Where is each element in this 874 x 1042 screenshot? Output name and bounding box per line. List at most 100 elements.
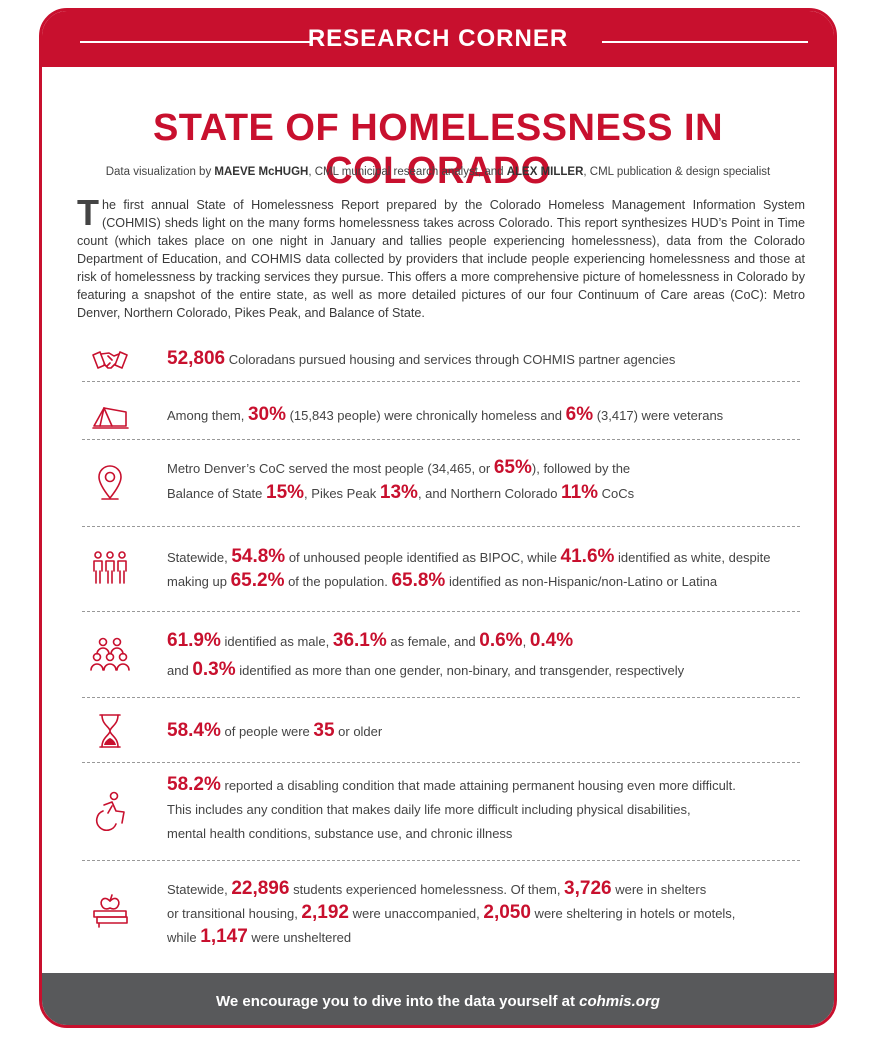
stat-label: identified as male, (220, 634, 333, 649)
stat-label: of the population. (284, 574, 392, 589)
footer-text: We encourage you to dive into the data y… (42, 993, 834, 1010)
divider (82, 526, 800, 527)
header-rule-left (80, 41, 312, 43)
stat-text: mental health conditions, substance use,… (167, 826, 513, 841)
credit-prefix: Data visualization by (105, 166, 215, 178)
stat-number: 22,896 (231, 878, 290, 899)
stat-label: were sheltering in hotels or motels, (530, 906, 736, 921)
stat-label: , and Northern Colorado (417, 486, 562, 501)
stat-label: or older (334, 724, 383, 739)
stat-label: identified as more than one gender, non-… (235, 663, 685, 678)
stat-label: making up (167, 574, 231, 589)
stat-label: Balance of State (167, 486, 267, 501)
stat-label: of people were (220, 724, 314, 739)
stat-text: 61.9% identified as male, 36.1% as femal… (167, 629, 573, 653)
stat-number: 0.6% (479, 630, 523, 651)
stat-label: reported a disabling condition that made… (220, 778, 736, 793)
credit-middle: , CML municipal research analyst, and (308, 166, 507, 178)
stat-label: Among them, (167, 408, 248, 423)
handshake-icon (92, 351, 128, 369)
stat-number: 52,806 (167, 348, 226, 369)
stat-text: 52,806 Coloradans pursued housing and se… (167, 347, 675, 371)
stat-text: Balance of State 15%, Pikes Peak 13%, an… (167, 481, 634, 505)
credit-author-1: MAEVE McHUGH (214, 166, 309, 178)
divider (82, 762, 800, 763)
stat-text: 58.2% reported a disabling condition tha… (167, 773, 736, 797)
stat-label: Statewide, (167, 550, 232, 565)
stat-text: 58.4% of people were 35 or older (167, 719, 382, 743)
stat-text: making up 65.2% of the population. 65.8%… (167, 569, 717, 593)
stat-label: Statewide, (167, 882, 232, 897)
divider (82, 860, 800, 861)
stat-number: 11% (561, 482, 599, 503)
stat-text: This includes any condition that makes d… (167, 802, 691, 817)
stat-number: 1,147 (200, 926, 248, 947)
stat-label: CoCs (598, 486, 635, 501)
footer-label: We encourage you to dive into the data y… (216, 993, 580, 1010)
divider (82, 611, 800, 612)
stat-number: 3,726 (564, 878, 612, 899)
stat-label: (3,417) were veterans (593, 408, 724, 423)
stat-number: 65% (493, 457, 532, 478)
stat-text: or transitional housing, 2,192 were unac… (167, 901, 735, 925)
gender-group-icon (90, 637, 130, 671)
stat-number: 6% (565, 404, 594, 425)
accessibility-icon (95, 791, 125, 831)
stat-label: Coloradans pursued housing and services … (225, 352, 676, 367)
stat-label: were unaccompanied, (348, 906, 484, 921)
stat-number: 35 (313, 720, 335, 741)
stat-number: 15% (266, 482, 305, 503)
stat-number: 41.6% (560, 546, 615, 567)
section-header: RESEARCH CORNER (42, 11, 834, 67)
drop-cap: T (77, 192, 99, 233)
article-title: STATE OF HOMELESSNESS IN COLORADO (152, 107, 724, 192)
hourglass-icon (99, 714, 121, 748)
stat-number: 65.8% (391, 570, 446, 591)
divider (82, 381, 800, 382)
stat-text: while 1,147 were unsheltered (167, 925, 351, 949)
intro-text: he first annual State of Homelessness Re… (77, 198, 805, 320)
books-apple-icon (93, 894, 128, 928)
header-rule-right (602, 41, 808, 43)
stat-label: were unsheltered (247, 930, 352, 945)
stat-number: 30% (247, 404, 286, 425)
stat-label: or transitional housing, (167, 906, 302, 921)
research-corner-card: RESEARCH CORNER STATE OF HOMELESSNESS IN… (39, 8, 837, 1028)
stat-label: identified as white, despite (614, 550, 771, 565)
stat-text: Statewide, 54.8% of unhoused people iden… (167, 545, 771, 569)
stat-label: students experienced homelessness. Of th… (289, 882, 565, 897)
stat-text: and 0.3% identified as more than one gen… (167, 658, 684, 682)
footer-link[interactable]: cohmis.org (579, 993, 660, 1010)
tent-icon (92, 407, 129, 429)
stat-label: ), followed by the (531, 461, 631, 476)
stat-number: 0.3% (192, 659, 236, 680)
stat-number: 0.4% (529, 630, 574, 651)
stat-label: as female, and (386, 634, 480, 649)
stat-number: 58.2% (167, 774, 221, 795)
section-title: RESEARCH CORNER (307, 25, 569, 52)
stat-number: 54.8% (231, 546, 286, 567)
stat-number: 58.4% (167, 720, 221, 741)
stat-label: and (167, 663, 193, 678)
stat-label: were in shelters (611, 882, 707, 897)
stat-label: , (522, 634, 530, 649)
stat-label: , Pikes Peak (304, 486, 380, 501)
stat-number: 2,192 (301, 902, 349, 923)
stat-label: of unhoused people identified as BIPOC, … (285, 550, 561, 565)
stat-number: 65.2% (230, 570, 285, 591)
stat-text: Statewide, 22,896 students experienced h… (167, 877, 706, 901)
credit-author-2: ALEX MILLER (506, 166, 584, 178)
divider (82, 697, 800, 698)
people-group-icon (93, 551, 127, 584)
stat-number: 61.9% (167, 630, 221, 651)
stat-label: identified as non-Hispanic/non-Latino or… (445, 574, 718, 589)
stat-label: Metro Denver’s CoC served the most peopl… (167, 461, 494, 476)
stat-text: Metro Denver’s CoC served the most peopl… (167, 456, 630, 480)
footer-banner: We encourage you to dive into the data y… (42, 973, 834, 1025)
credit-line: Data visualization by MAEVE McHUGH, CML … (42, 166, 834, 178)
stat-label: (15,843 people) were chronically homeles… (285, 408, 566, 423)
map-pin-icon (98, 465, 122, 500)
stat-number: 36.1% (332, 630, 387, 651)
stat-number: 13% (379, 482, 418, 503)
